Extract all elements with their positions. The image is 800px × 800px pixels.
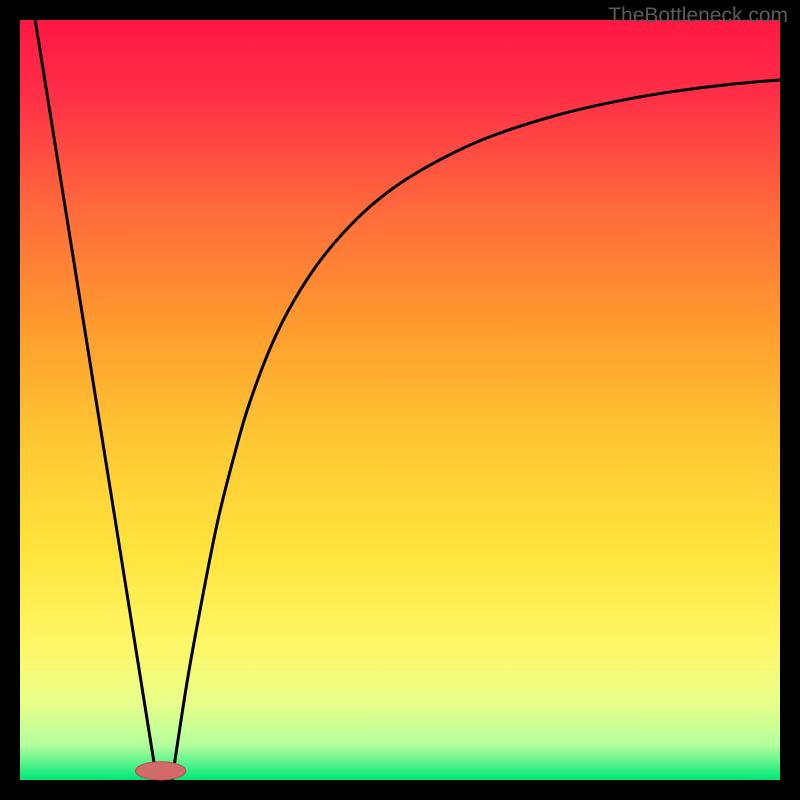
chart-canvas [0,0,800,800]
plot-gradient [20,20,780,780]
optimal-marker [136,762,186,780]
bottleneck-chart: TheBottleneck.com [0,0,800,800]
